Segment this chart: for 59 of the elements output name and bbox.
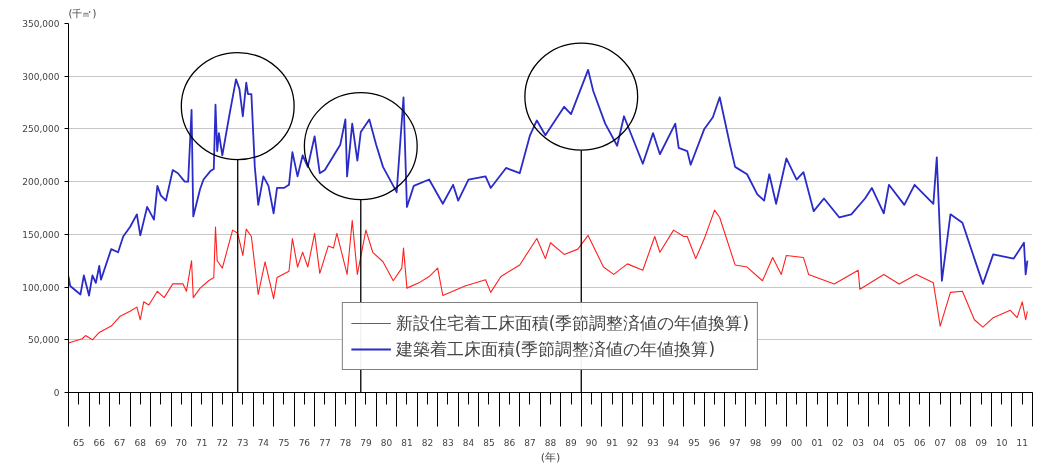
x-tick-label: 80	[380, 437, 393, 448]
x-tick-label: 11	[1016, 437, 1028, 448]
x-tick-label: 73	[237, 437, 249, 448]
x-tick-label: 88	[544, 437, 557, 448]
y-tick-label: 300,000	[22, 71, 60, 82]
x-tick-label: 66	[93, 437, 106, 448]
x-tick-label: 68	[134, 437, 147, 448]
x-tick-label: 82	[421, 437, 434, 448]
x-tick-label: 09	[975, 437, 988, 448]
x-tick-label: 74	[257, 437, 270, 448]
x-tick-label: 65	[73, 437, 85, 448]
x-tick-label: 00	[790, 437, 803, 448]
x-tick-label: 86	[503, 437, 516, 448]
y-tick-label: 150,000	[22, 229, 60, 240]
x-tick-label: 72	[216, 437, 229, 448]
y-tick-label: 250,000	[22, 124, 60, 135]
x-tick-label: 78	[339, 437, 352, 448]
x-tick-label: 75	[278, 437, 290, 448]
y-tick-label: 100,000	[22, 282, 60, 293]
legend-label: 建築着工床面積(季節調整済値の年値換算)	[395, 337, 716, 361]
x-tick-label: 91	[606, 437, 618, 448]
x-tick-label: 71	[196, 437, 208, 448]
x-tick-label: 77	[319, 437, 331, 448]
y-tick-label: 350,000	[22, 19, 60, 29]
x-tick-label: 05	[893, 437, 905, 448]
x-tick-label: 85	[483, 437, 495, 448]
x-tick-label: 67	[114, 437, 126, 448]
x-tick-label: 81	[401, 437, 413, 448]
x-tick-label: 02	[831, 437, 844, 448]
x-tick-label: 83	[442, 437, 454, 448]
x-tick-label: 08	[954, 437, 967, 448]
x-tick-label: 76	[298, 437, 311, 448]
y-tick-label: 200,000	[22, 177, 60, 188]
x-tick-label: 84	[462, 437, 475, 448]
x-tick-label: 07	[934, 437, 946, 448]
x-tick-label: 69	[155, 437, 167, 448]
x-tick-label: 94	[667, 437, 680, 448]
legend-label: 新設住宅着工床面積(季節調整済値の年値換算)	[395, 311, 750, 335]
x-tick-label: 97	[729, 437, 741, 448]
x-tick-label: 04	[872, 437, 885, 448]
x-tick-label: 99	[770, 437, 783, 448]
y-tick-label: 50,000	[28, 335, 60, 346]
x-tick-label: 89	[565, 437, 578, 448]
x-tick-label: 87	[524, 437, 536, 448]
x-tick-label: 03	[852, 437, 864, 448]
x-axis-title: (年)	[540, 450, 561, 464]
x-tick-label: 10	[996, 437, 1008, 448]
x-tick-label: 06	[913, 437, 926, 448]
x-tick-label: 79	[360, 437, 372, 448]
x-tick-label: 01	[811, 437, 823, 448]
y-tick-label: 0	[53, 388, 60, 398]
x-tick-label: 90	[585, 437, 598, 448]
x-tick-label: 70	[175, 437, 188, 448]
x-tick-label: 98	[749, 437, 762, 448]
x-tick-label: 96	[708, 437, 721, 448]
y-axis-title: (千㎡)	[68, 7, 97, 19]
x-tick-label: 92	[626, 437, 639, 448]
x-tick-label: 93	[647, 437, 659, 448]
x-tick-label: 95	[688, 437, 700, 448]
